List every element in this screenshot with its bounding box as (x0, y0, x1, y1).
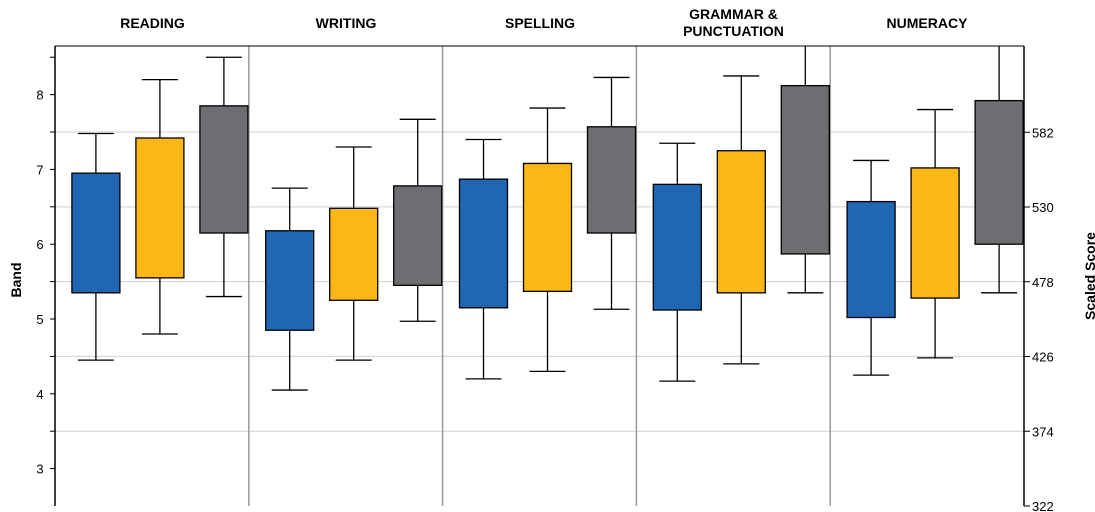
left-tick-label-5: 8 (36, 88, 43, 103)
box-5 (393, 185, 443, 286)
box-4 (329, 207, 379, 301)
right-tick-label-5: 582 (1032, 125, 1054, 140)
domain-header-grammar: GRAMMAR & PUNCTUATION (683, 6, 784, 39)
left-tick-label-2: 5 (36, 312, 43, 327)
left-tick-label-0: 3 (36, 462, 43, 477)
box-13 (910, 167, 960, 299)
left-tick-label-3: 6 (36, 237, 43, 252)
box-7 (522, 162, 573, 292)
right-tick-label-0: 322 (1032, 499, 1054, 512)
domain-header-spelling: SPELLING (504, 15, 575, 31)
box-9 (652, 183, 702, 311)
box-8 (586, 126, 637, 234)
right-tick-label-3: 478 (1032, 275, 1054, 290)
box-3 (265, 230, 315, 331)
box-10 (716, 150, 766, 294)
left-tick-label-1: 4 (36, 387, 43, 402)
left-tick-label-4: 7 (36, 162, 43, 177)
domain-header-numeracy: NUMERACY (886, 15, 968, 31)
right-tick-label-2: 426 (1032, 350, 1054, 365)
box-14 (974, 99, 1024, 245)
box-2 (199, 105, 249, 234)
box-12 (846, 200, 896, 319)
box-6 (458, 178, 509, 309)
domain-header-reading: READING (120, 15, 185, 31)
box-0 (71, 172, 121, 294)
box-11 (780, 84, 830, 255)
box-1 (135, 137, 185, 279)
domain-header-writing: WRITING (315, 15, 377, 31)
right-tick-label-4: 530 (1032, 200, 1054, 215)
right-tick-label-1: 374 (1032, 424, 1054, 439)
